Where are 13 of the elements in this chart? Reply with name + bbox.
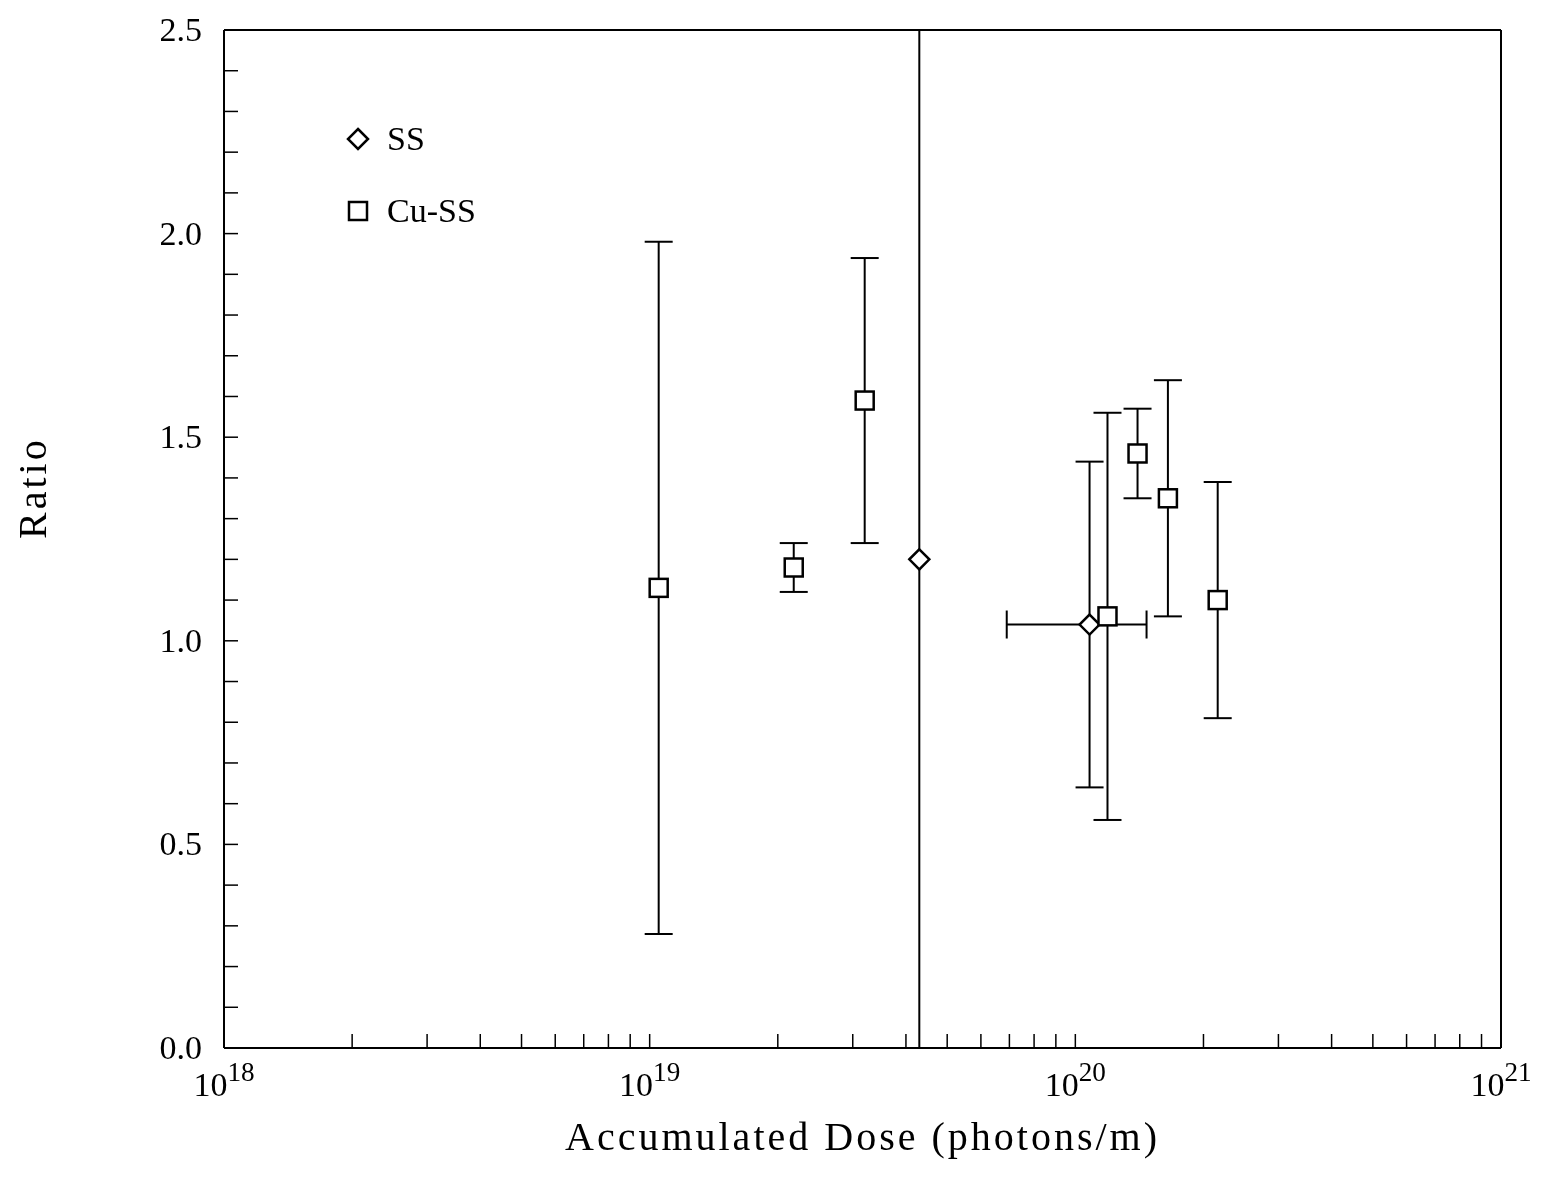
x-axis-title: Accumulated Dose (photons/m) xyxy=(565,1114,1160,1159)
y-tick-label: 1.0 xyxy=(159,621,202,659)
y-tick-label: 0.0 xyxy=(159,1029,202,1066)
x-tick-label: 10$^{21}$ xyxy=(1470,1057,1532,1103)
x-tick-label: 10$^{19}$ xyxy=(619,1057,681,1103)
legend-label: SS xyxy=(387,120,425,158)
y-tick-label: 0.5 xyxy=(159,825,202,863)
legend-label: Cu-SS xyxy=(387,192,476,230)
y-tick-label: 2.5 xyxy=(159,11,202,48)
y-tick-label: 1.5 xyxy=(159,418,202,456)
y-axis-title: Ratio xyxy=(10,437,56,539)
x-tick-label: 10$^{20}$ xyxy=(1044,1057,1106,1103)
y-tick-label: 2.0 xyxy=(159,214,202,252)
